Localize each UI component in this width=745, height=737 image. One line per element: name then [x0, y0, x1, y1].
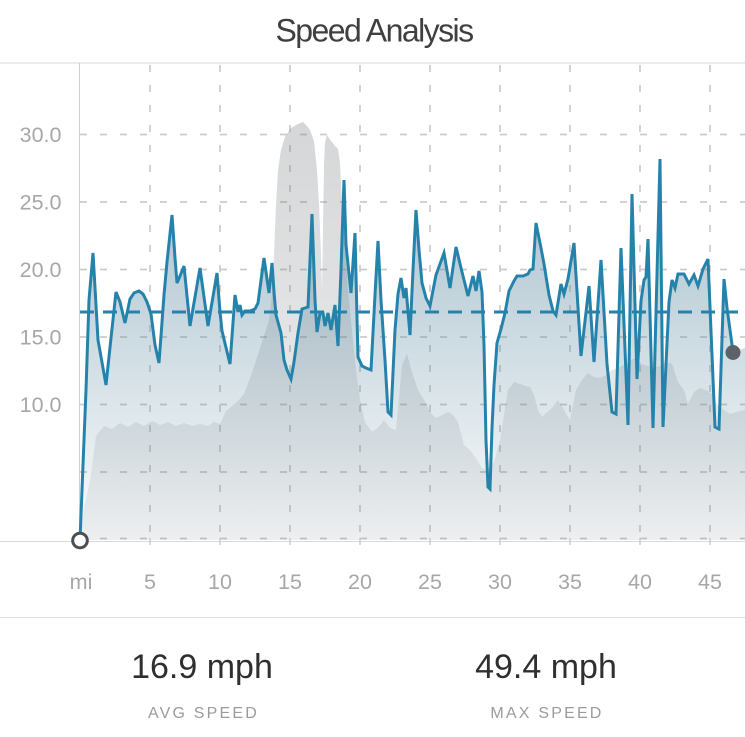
svg-text:Speed Analysis: Speed Analysis	[275, 13, 473, 49]
svg-text:20.0: 20.0	[20, 258, 62, 282]
svg-text:49.4 mph: 49.4 mph	[475, 648, 617, 686]
svg-text:AVG SPEED: AVG SPEED	[148, 705, 259, 722]
svg-text:45: 45	[698, 570, 722, 594]
svg-text:mi: mi	[70, 570, 93, 594]
svg-text:10.0: 10.0	[20, 393, 62, 417]
svg-text:10: 10	[208, 570, 232, 594]
svg-text:30: 30	[488, 570, 512, 594]
svg-text:15: 15	[278, 570, 302, 594]
svg-text:16.9 mph: 16.9 mph	[131, 648, 273, 686]
svg-text:5: 5	[144, 570, 156, 594]
svg-text:MAX SPEED: MAX SPEED	[490, 705, 603, 722]
svg-text:25.0: 25.0	[20, 191, 62, 215]
svg-text:20: 20	[348, 570, 372, 594]
svg-text:30.0: 30.0	[20, 123, 62, 147]
svg-text:25: 25	[418, 570, 442, 594]
svg-text:15.0: 15.0	[20, 326, 62, 350]
svg-text:35: 35	[558, 570, 582, 594]
svg-text:40: 40	[628, 570, 652, 594]
